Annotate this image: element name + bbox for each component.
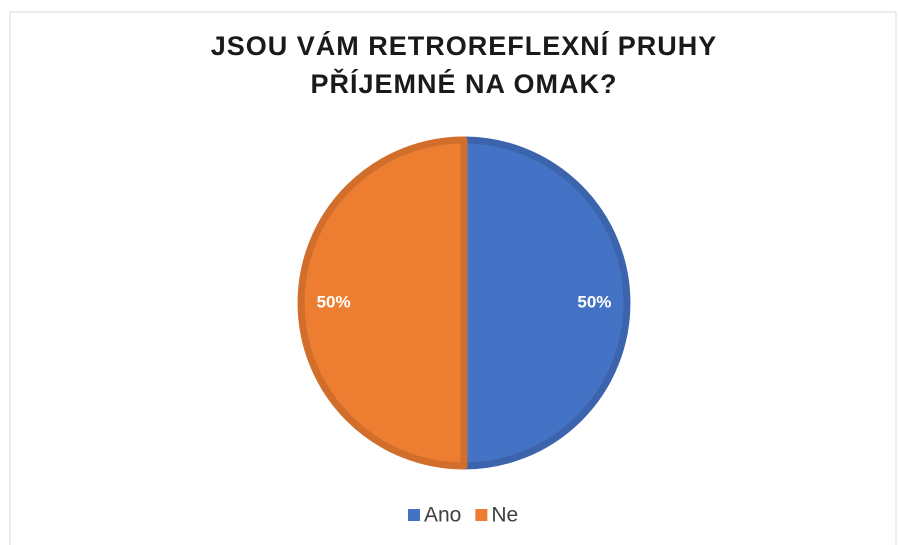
data-label: 50% [317, 292, 351, 311]
legend-swatch [475, 509, 488, 521]
pie-slice [297, 136, 468, 470]
legend-label: Ne [491, 504, 518, 527]
chart-title: JSOU VÁM RETROREFLEXNÍ PRUHY PŘÍJEMNÉ NA … [211, 30, 718, 99]
pie-slice [460, 136, 631, 470]
legend-label: Ano [424, 504, 461, 527]
data-label: 50% [577, 292, 611, 311]
legend-swatch [408, 509, 420, 521]
